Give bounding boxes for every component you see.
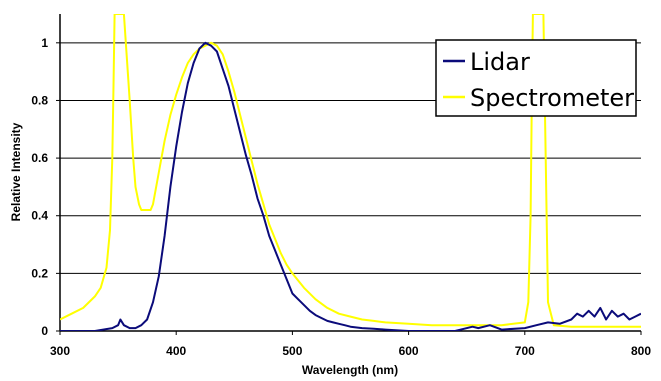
legend-label-spectrometer: Spectrometer xyxy=(470,84,634,112)
x-tick-label-4: 700 xyxy=(515,344,535,358)
series-line-lidar xyxy=(60,41,641,331)
y-tick-label-1: 0.2 xyxy=(31,266,48,280)
axes xyxy=(59,14,641,332)
x-tick-label-0: 300 xyxy=(50,344,70,358)
x-tick-label-5: 800 xyxy=(631,344,651,358)
y-tick-label-5: 1 xyxy=(41,36,48,50)
y-tick-label-3: 0.6 xyxy=(31,151,48,165)
y-axis-title: Relative Intensity xyxy=(9,122,23,221)
legend: Lidar Spectrometer xyxy=(435,39,637,117)
y-tick-label-4: 0.8 xyxy=(31,93,48,107)
legend-label-lidar: Lidar xyxy=(470,48,530,76)
legend-box xyxy=(435,39,637,117)
y-tick-label-2: 0.4 xyxy=(31,209,48,223)
x-tick-label-2: 500 xyxy=(282,344,302,358)
x-axis-title: Wavelength (nm) xyxy=(302,363,398,377)
x-tick-label-1: 400 xyxy=(166,344,186,358)
y-tick-label-0: 0 xyxy=(41,324,48,338)
x-tick-label-3: 600 xyxy=(399,344,419,358)
series-line-spectrometer xyxy=(60,14,641,328)
tick-labels: 300 400 500 600 700 800 0 0.2 0.4 0.6 0.8 1 xyxy=(31,36,651,358)
series-layer xyxy=(60,14,641,331)
